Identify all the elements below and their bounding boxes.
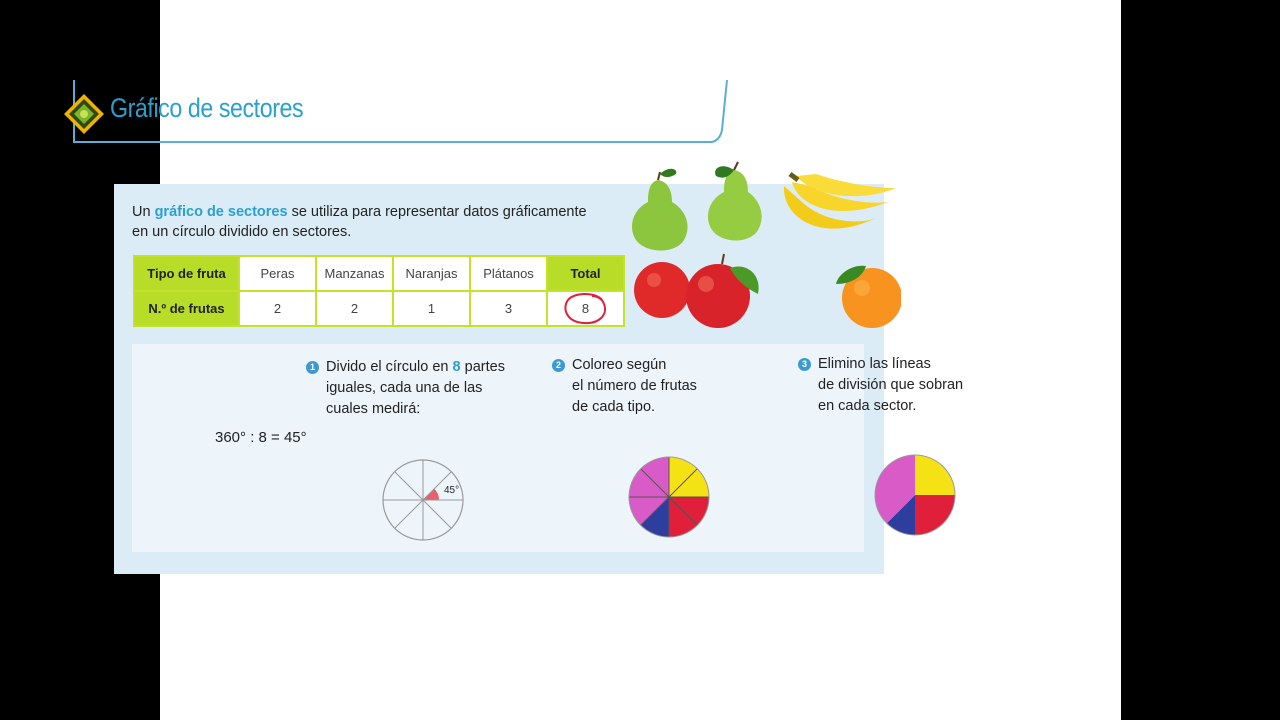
pie-slice-naranjas xyxy=(886,495,915,535)
fruit-platanos: Plátanos xyxy=(469,255,548,292)
final-pie-chart xyxy=(874,454,956,536)
header-underline xyxy=(73,79,728,143)
step-1: 1 Divido el círculo en 8 partes iguales,… xyxy=(306,357,505,420)
total-value: 8 xyxy=(581,301,590,316)
pie-slice-platanos xyxy=(629,457,669,526)
pear-icon xyxy=(708,161,762,241)
page-title: Gráfico de sectores xyxy=(110,93,304,123)
step-number-2: 2 xyxy=(552,359,565,372)
count-naranjas: 1 xyxy=(392,290,471,327)
colored-divided-pie xyxy=(628,456,710,538)
steps-panel xyxy=(132,344,864,552)
formula: 360° : 8 = 45° xyxy=(215,429,307,446)
division-line xyxy=(640,496,670,526)
fruits-illustration xyxy=(632,161,901,328)
count-peras: 2 xyxy=(238,290,317,327)
apple-icon xyxy=(634,262,690,318)
fruit-manzanas: Manzanas xyxy=(315,255,394,292)
division-line xyxy=(394,471,424,501)
count-platanos: 3 xyxy=(469,290,548,327)
angle-label: 45° xyxy=(444,485,459,496)
step-3: 3 Elimino las líneas de división que sob… xyxy=(798,354,963,417)
division-line xyxy=(422,499,452,529)
bananas-icon xyxy=(783,172,896,229)
count-manzanas: 2 xyxy=(315,290,394,327)
step-number-3: 3 xyxy=(798,358,811,371)
fruit-peras: Peras xyxy=(238,255,317,292)
intro-highlight: gráfico de sectores xyxy=(154,204,288,220)
orange-icon xyxy=(836,265,901,328)
angle-wedge xyxy=(423,488,439,500)
pie-slice-manzanas xyxy=(915,495,955,535)
step-number-1: 1 xyxy=(306,361,319,374)
fruit-table: Tipo de fruta Peras Manzanas Naranjas Pl… xyxy=(133,255,625,327)
divided-circle: 45° xyxy=(382,459,464,541)
pie-slice-platanos xyxy=(875,455,915,524)
row-header-count: N.º de frutas xyxy=(133,290,240,327)
division-line xyxy=(394,499,424,529)
total-value-cell: 8 xyxy=(546,290,625,327)
row-header-type: Tipo de fruta xyxy=(133,255,240,292)
apple-icon xyxy=(686,253,759,328)
division-line xyxy=(668,496,698,526)
division-line xyxy=(640,468,670,498)
fruit-naranjas: Naranjas xyxy=(392,255,471,292)
pear-icon xyxy=(632,168,688,251)
title-icon xyxy=(64,94,104,134)
hand-drawn-circle xyxy=(564,293,606,325)
step-2: 2 Coloreo según el número de frutas de c… xyxy=(552,355,697,418)
pie-slice-peras xyxy=(915,455,955,495)
division-line xyxy=(422,471,452,501)
intro-text: Un gráfico de sectores se utiliza para r… xyxy=(132,204,587,240)
pie-slice-naranjas xyxy=(640,497,669,537)
division-line xyxy=(668,468,698,498)
total-header: Total xyxy=(546,255,625,292)
